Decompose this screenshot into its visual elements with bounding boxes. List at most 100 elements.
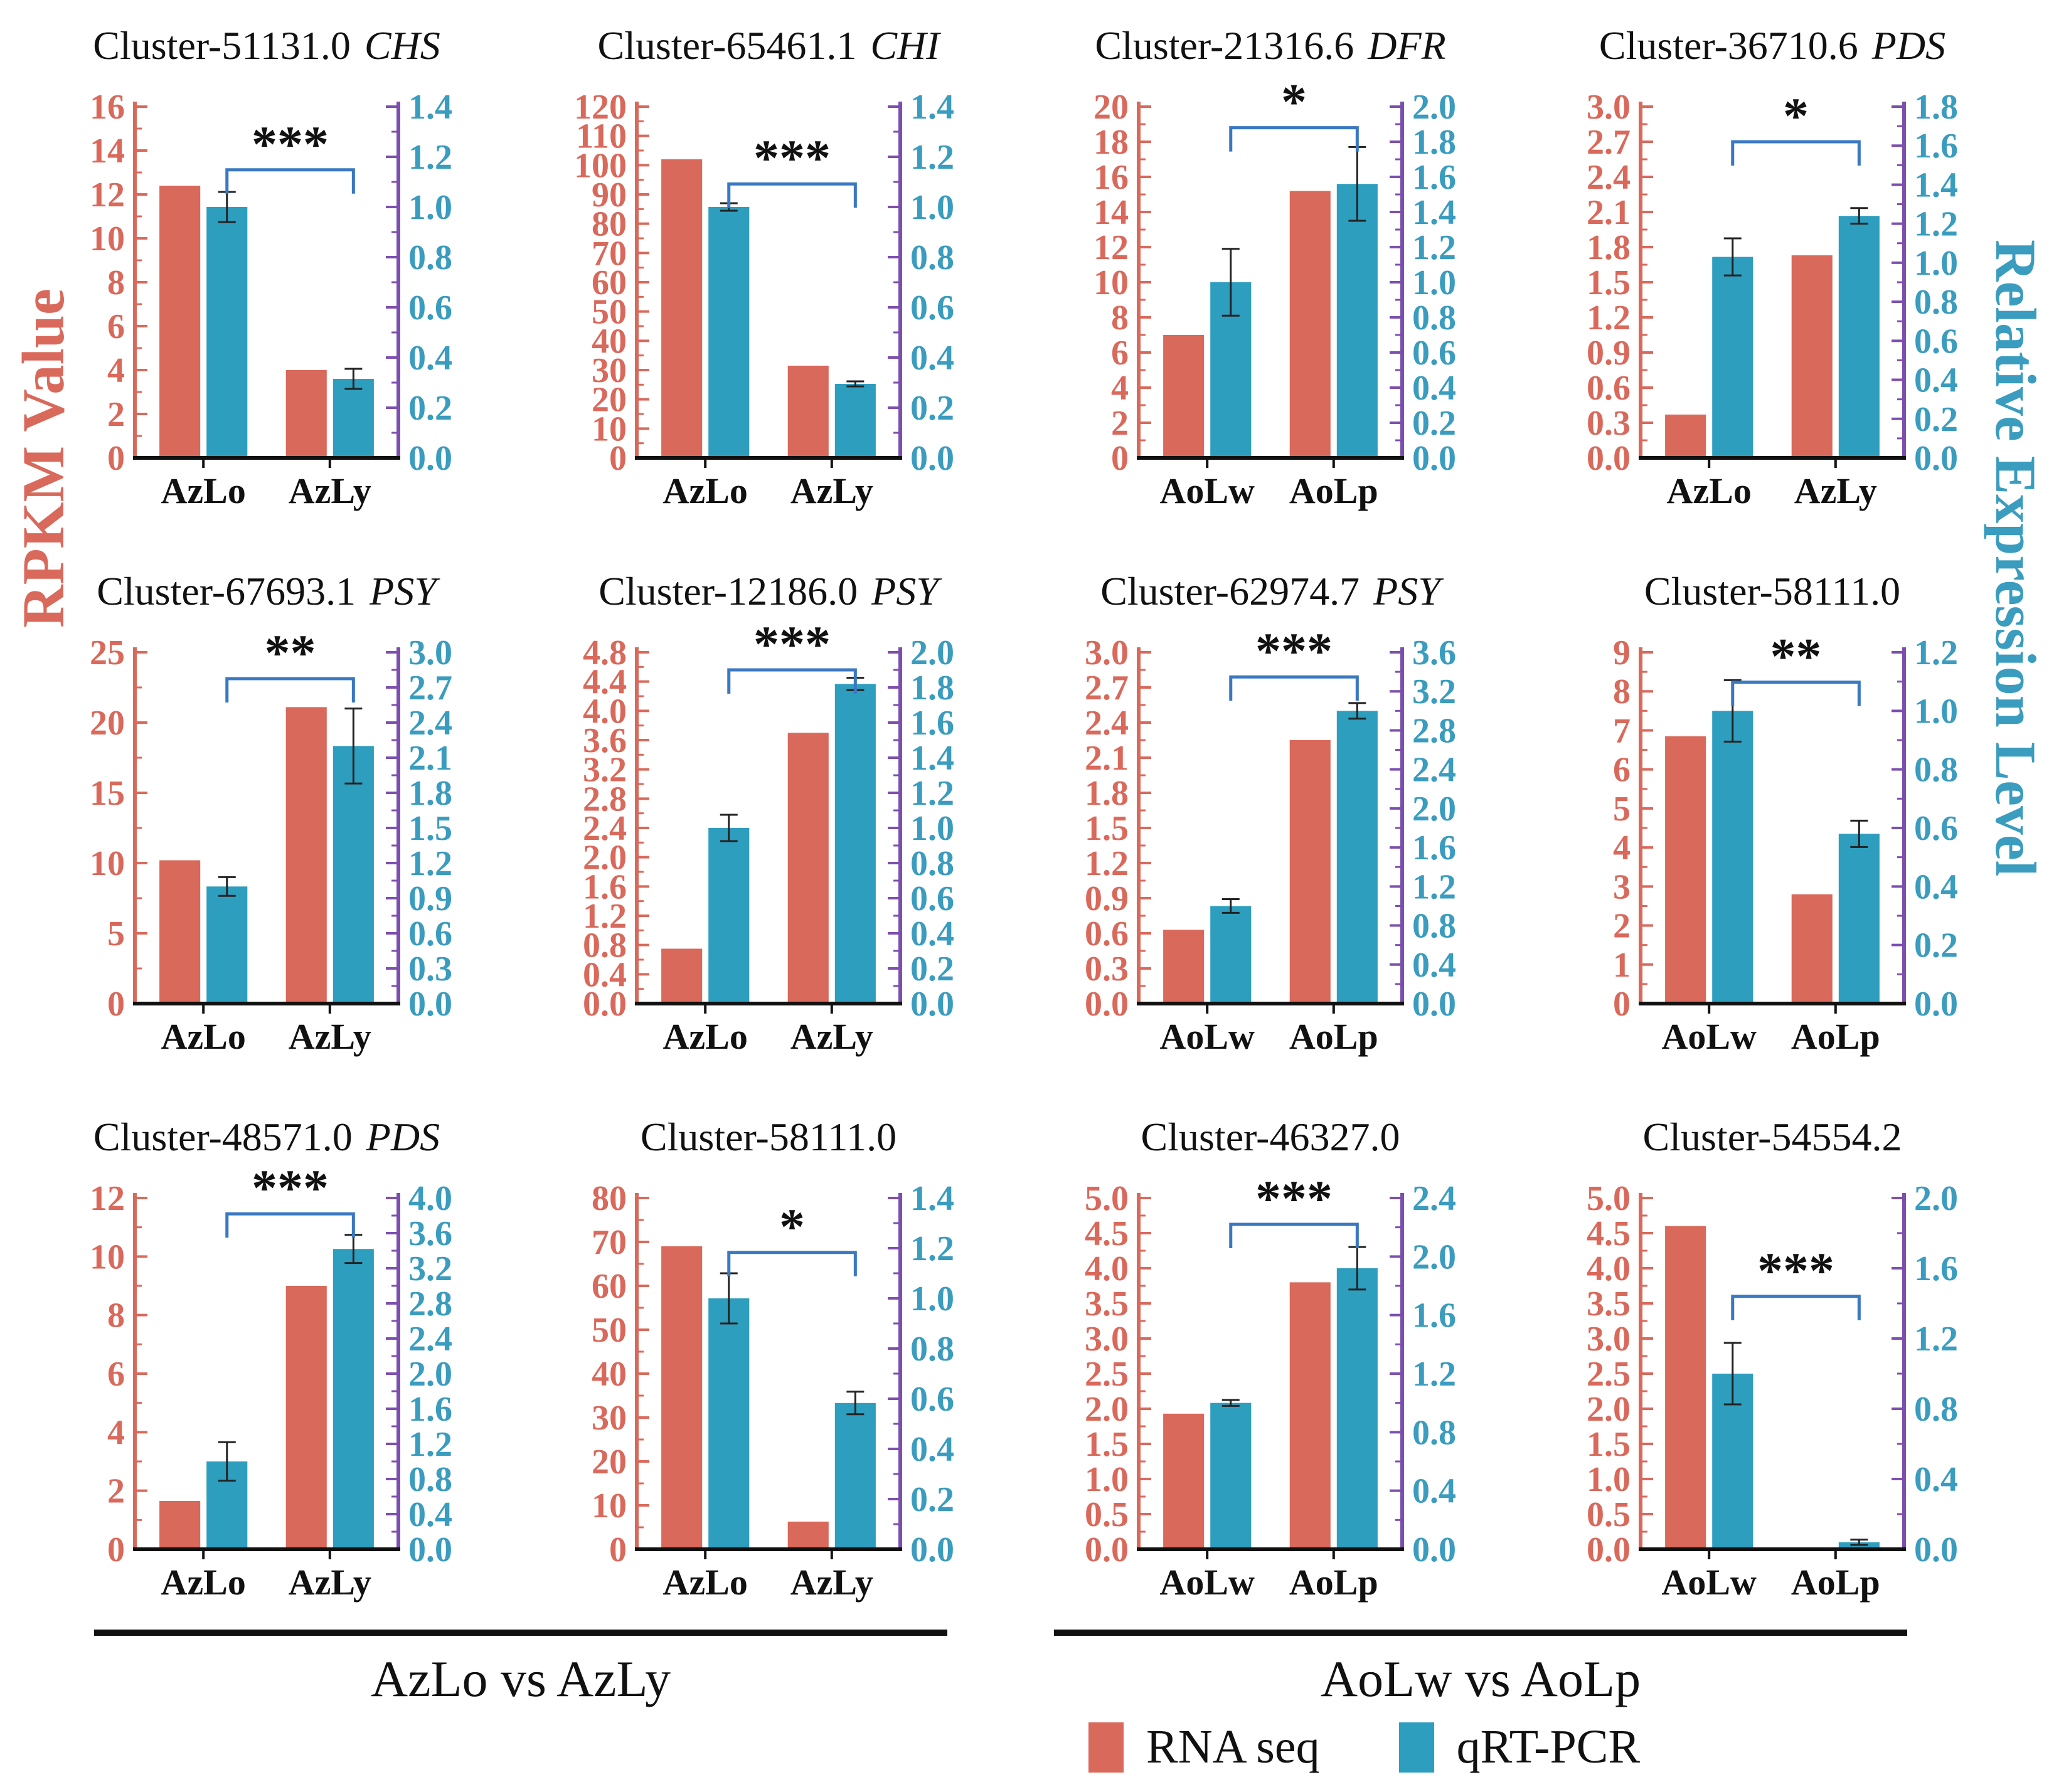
svg-text:0.9: 0.9 <box>408 879 452 918</box>
right-axis: 0.00.20.40.60.81.01.21.41.61.8 <box>1892 88 1958 478</box>
svg-text:0.8: 0.8 <box>1914 283 1958 322</box>
bar-rna-seq-AzLo <box>1665 414 1706 458</box>
legend: RNA seq qRT-PCR <box>1088 1720 1696 1774</box>
significance-bracket <box>1731 681 1861 706</box>
svg-text:1.6: 1.6 <box>408 1390 452 1429</box>
category-label-AzLo: AzLo <box>663 1562 748 1603</box>
significance-stars: *** <box>1255 622 1333 679</box>
svg-text:50: 50 <box>592 1311 627 1350</box>
svg-text:1.0: 1.0 <box>1587 1460 1631 1499</box>
chart-Cluster-65461.1-CHI: Cluster-65461.1 CHI 0 10 20 30 40 50 60 70 80 90 100… <box>521 6 1023 533</box>
svg-text:2.0: 2.0 <box>583 839 627 877</box>
bar-rna-seq-AoLw <box>1665 1226 1706 1549</box>
bar-rna-seq-AzLo <box>661 1246 703 1549</box>
bar-rna-seq-AzLy <box>1791 255 1833 458</box>
svg-text:1.2: 1.2 <box>1412 228 1456 267</box>
category-label-AzLy: AzLy <box>289 1562 371 1603</box>
svg-text:4.0: 4.0 <box>1587 1249 1631 1288</box>
bar-qrt-pcr-AoLw <box>1210 906 1252 1004</box>
chart-title: Cluster-67693.1 PSY <box>97 569 440 613</box>
svg-text:0.4: 0.4 <box>1914 1460 1958 1499</box>
error-bar-AzLy <box>1850 207 1868 225</box>
svg-text:0.2: 0.2 <box>1412 404 1456 443</box>
svg-text:12: 12 <box>1094 228 1129 267</box>
svg-text:0.6: 0.6 <box>1914 322 1958 361</box>
svg-text:1.2: 1.2 <box>408 138 452 177</box>
bar-rna-seq-AzLo <box>661 159 703 458</box>
svg-text:10: 10 <box>592 1487 627 1525</box>
svg-text:1.8: 1.8 <box>910 669 954 708</box>
category-label-AoLw: AoLw <box>1159 470 1255 511</box>
right-axis: 0.00.20.40.60.81.01.21.41.61.82.0 <box>1390 88 1456 478</box>
right-axis: 0.00.40.81.21.62.02.42.83.23.64.0 <box>386 1179 452 1569</box>
svg-text:1.6: 1.6 <box>1412 1296 1456 1335</box>
svg-text:0.4: 0.4 <box>910 915 954 953</box>
svg-text:0.0: 0.0 <box>583 985 627 1024</box>
right-axis: 0.0 0.4 0.8 1.2 1.6 2.0 <box>1892 1179 1958 1569</box>
bar-rna-seq-AzLo <box>661 948 703 1004</box>
bar-qrt-pcr-AzLy <box>834 684 876 1004</box>
bottom-axis: AzLo AzLy <box>133 1002 400 1057</box>
svg-text:14: 14 <box>1094 193 1129 232</box>
bar-rna-seq-AzLy <box>787 1521 829 1549</box>
svg-text:0.6: 0.6 <box>408 289 452 327</box>
svg-text:0.8: 0.8 <box>910 1330 954 1369</box>
chart-Cluster-58111.0: Cluster-58111.0 0 10 20 30 40 50 60 70 80 0.0 0.2 0.… <box>521 1098 1023 1625</box>
bar-rna-seq-AoLw <box>1163 335 1205 458</box>
significance-bracket <box>225 168 355 194</box>
svg-text:8: 8 <box>107 1296 125 1335</box>
svg-text:1.0: 1.0 <box>1914 244 1958 283</box>
legend-label-rna-seq: RNA seq <box>1146 1720 1320 1773</box>
group-divider-right <box>1054 1630 1907 1636</box>
svg-text:1.4: 1.4 <box>910 88 954 127</box>
svg-text:0.0: 0.0 <box>1412 439 1456 478</box>
svg-text:2.8: 2.8 <box>408 1285 452 1323</box>
category-label-AzLy: AzLy <box>289 1016 371 1057</box>
svg-text:9: 9 <box>1613 634 1631 672</box>
significance-bracket <box>1229 1222 1359 1248</box>
svg-text:2: 2 <box>107 1472 125 1511</box>
significance-stars: *** <box>252 115 329 172</box>
svg-text:1.4: 1.4 <box>910 739 954 778</box>
svg-text:0.8: 0.8 <box>1412 1413 1456 1452</box>
left-axis: 0.00.40.81.21.62.02.42.83.23.64.04.44.8 <box>583 634 649 1024</box>
svg-text:3.5: 3.5 <box>1085 1285 1129 1323</box>
bar-qrt-pcr-AzLy <box>333 746 374 1004</box>
bar-rna-seq-AzLo <box>159 1501 201 1549</box>
svg-text:2.7: 2.7 <box>1085 669 1129 708</box>
chart-svg: Cluster-12186.0 PSY0.00.40.81.21.62.02.42… <box>583 569 954 1057</box>
svg-text:1.8: 1.8 <box>1412 123 1456 162</box>
svg-text:4.5: 4.5 <box>1587 1214 1631 1253</box>
bar-rna-seq-AoLp <box>1289 740 1331 1004</box>
bottom-axis: AzLo AzLy <box>635 456 902 511</box>
bar-qrt-pcr-AoLp <box>1336 184 1378 458</box>
chart-Cluster-54554.2: Cluster-54554.2 0.0 0.5 1.0 1.5 2.0 2.5 3.0 3.5 4… <box>1525 1098 2026 1625</box>
chart-title: Cluster-51131.0 CHS <box>93 23 440 68</box>
bottom-axis: AzLo AzLy <box>635 1547 902 1603</box>
svg-text:0.4: 0.4 <box>408 1495 452 1534</box>
significance-bracket <box>1229 126 1359 152</box>
right-axis: 0.0 0.2 0.4 0.6 0.8 1.0 1.2 <box>1892 634 1958 1024</box>
svg-text:3.5: 3.5 <box>1587 1285 1631 1323</box>
chart-Cluster-58111.0: Cluster-58111.0 0 1 2 3 4 5 6 7 8 9 0.0 0.2 0.4 0.6 0.8… <box>1525 552 2026 1079</box>
svg-text:60: 60 <box>592 1267 627 1306</box>
svg-text:60: 60 <box>592 263 627 302</box>
svg-text:15: 15 <box>90 774 125 813</box>
significance-bracket <box>1229 675 1359 701</box>
bar-qrt-pcr-AzLy <box>1838 216 1880 458</box>
svg-text:20: 20 <box>592 1443 627 1482</box>
svg-text:1.4: 1.4 <box>910 1179 954 1218</box>
bar-qrt-pcr-AoLw <box>1210 1402 1252 1549</box>
svg-text:1.0: 1.0 <box>910 809 954 848</box>
svg-text:100: 100 <box>574 146 627 185</box>
svg-text:1.0: 1.0 <box>910 1280 954 1318</box>
right-axis: 0.00.40.81.21.62.02.42.83.23.6 <box>1390 634 1456 1024</box>
svg-text:0.6: 0.6 <box>1085 915 1129 953</box>
svg-text:8: 8 <box>1111 299 1129 337</box>
svg-text:1.5: 1.5 <box>1587 263 1631 302</box>
significance-stars: ** <box>1770 628 1822 685</box>
svg-text:1.4: 1.4 <box>1412 193 1456 232</box>
bar-qrt-pcr-AzLo <box>708 828 750 1004</box>
svg-text:20: 20 <box>90 704 125 743</box>
